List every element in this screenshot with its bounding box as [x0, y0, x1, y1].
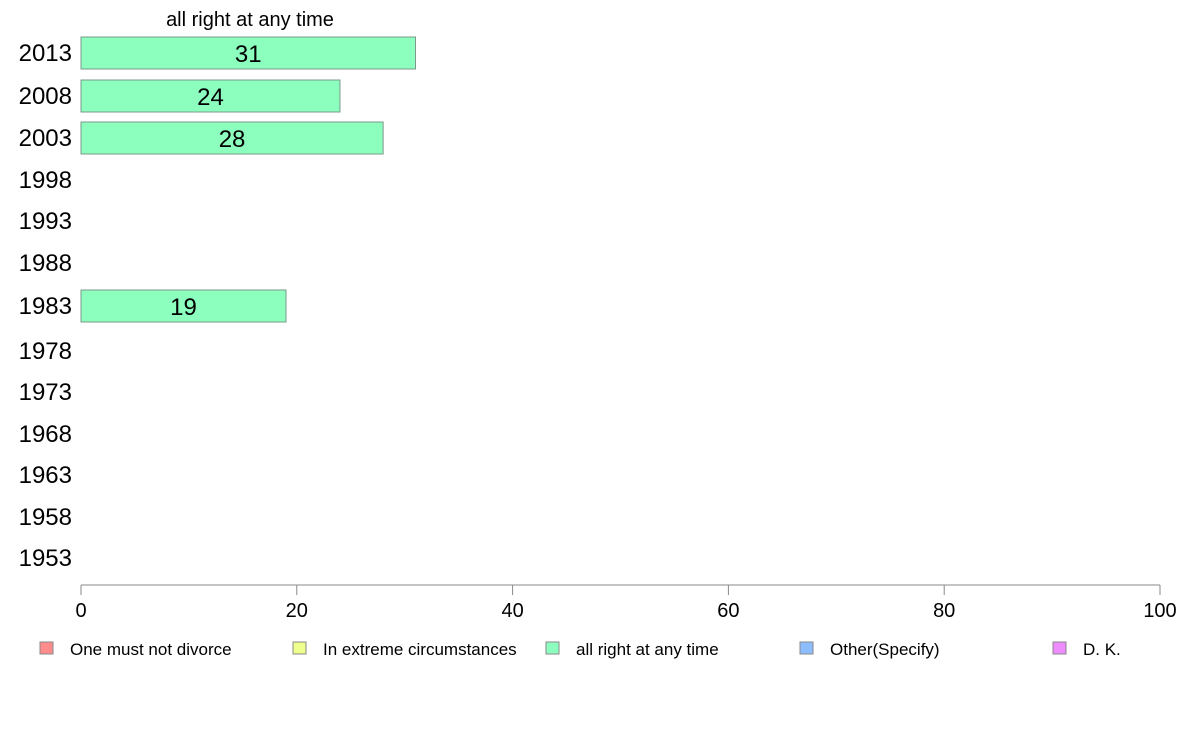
x-tick-label-40: 40 — [501, 600, 523, 622]
legend-label-4: Other(Specify) — [830, 640, 940, 659]
category-label-1963: 1963 — [19, 462, 72, 489]
legend-label-5: D. K. — [1083, 640, 1121, 659]
value-label-2013: 31 — [235, 41, 262, 68]
category-label-2003: 2003 — [19, 125, 72, 152]
x-tick-label-80: 80 — [933, 600, 955, 622]
category-label-1978: 1978 — [19, 338, 72, 365]
bar-2013 — [80, 36, 416, 70]
x-axis: 0 20 40 60 80 100 — [75, 584, 1177, 622]
category-label-1953: 1953 — [19, 545, 72, 572]
x-tick-label-60: 60 — [717, 600, 739, 622]
category-label-1998: 1998 — [19, 167, 72, 194]
category-label-1988: 1988 — [19, 250, 72, 277]
category-label-2013: 2013 — [19, 40, 72, 67]
bar-1983 — [80, 289, 287, 323]
value-label-2003: 28 — [219, 126, 246, 153]
category-label-1983: 1983 — [19, 293, 72, 320]
category-labels: 2013 2008 2003 1998 1993 1988 1983 1978 1973 1968… — [19, 40, 72, 572]
legend: One must not divorce In extreme circumsta… — [39, 640, 1121, 659]
category-label-1968: 1968 — [19, 421, 72, 448]
legend-swatch-5 — [1052, 641, 1067, 655]
value-label-1983: 19 — [170, 294, 197, 321]
x-tick-label-100: 100 — [1143, 600, 1176, 622]
category-label-1958: 1958 — [19, 504, 72, 531]
legend-label-1: One must not divorce — [70, 640, 232, 659]
bar-2008 — [80, 79, 341, 113]
x-tick-label-20: 20 — [286, 600, 308, 622]
legend-swatch-4 — [799, 641, 814, 655]
legend-swatch-1 — [39, 641, 54, 655]
x-tick-label-0: 0 — [75, 600, 86, 622]
legend-swatch-3 — [545, 641, 560, 655]
legend-swatch-2 — [292, 641, 307, 655]
bar-2003 — [80, 121, 384, 155]
value-labels: 31 24 28 19 — [170, 41, 261, 321]
chart-title: all right at any time — [166, 9, 334, 31]
category-label-2008: 2008 — [19, 83, 72, 110]
category-label-1993: 1993 — [19, 208, 72, 235]
value-label-2008: 24 — [197, 84, 224, 111]
bars — [80, 36, 416, 323]
legend-label-3: all right at any time — [576, 640, 719, 659]
category-label-1973: 1973 — [19, 379, 72, 406]
legend-label-2: In extreme circumstances — [323, 640, 517, 659]
